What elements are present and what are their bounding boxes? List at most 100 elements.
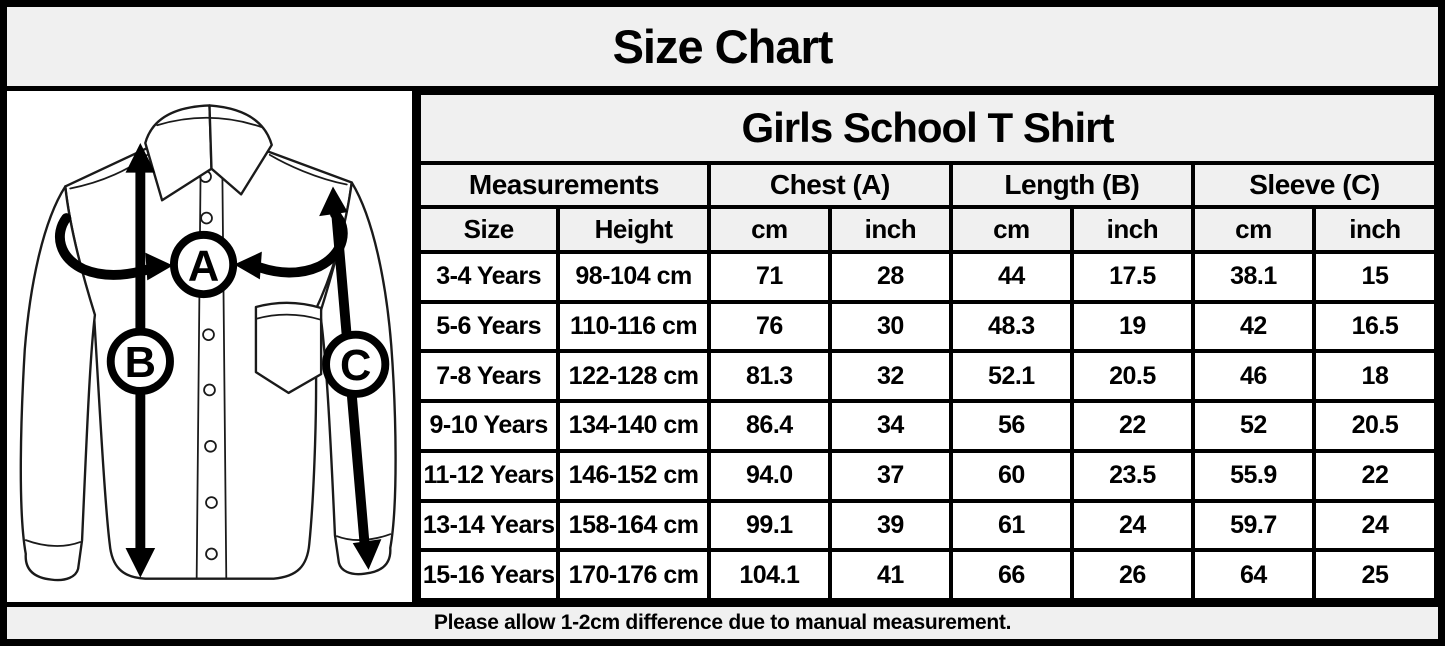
group-header-cell: Measurements: [417, 161, 711, 209]
table-cell: 15-16 Years: [416, 548, 561, 602]
sub-header-row: Size Height cm inch cm inch cm inch: [416, 205, 1439, 254]
page-title: Size Chart: [612, 20, 834, 73]
table-cell: 99.1: [706, 498, 832, 553]
sub-header-cell: inch: [1311, 205, 1439, 254]
footer-note: Please allow 1-2cm difference due to man…: [433, 611, 1012, 634]
table-cell: 41: [827, 548, 953, 602]
marker-letter-b: B: [125, 339, 156, 387]
table-cell: 59.7: [1190, 498, 1316, 553]
sub-header-cell: cm: [1190, 205, 1316, 254]
table-cell: 61: [948, 498, 1074, 553]
table-cell: 66: [948, 548, 1074, 602]
table-cell: 28: [827, 250, 953, 304]
table-cell: 9-10 Years: [416, 399, 561, 453]
table-row: 15-16 Years 170-176 cm 104.1 41 66 26 64 25: [416, 548, 1439, 602]
table-cell: 30: [827, 299, 953, 354]
collar-inner-line: [156, 116, 263, 129]
table-body: 3-4 Years 98-104 cm 71 28 44 17.5 38.1 15 5-6 Ye…: [416, 250, 1439, 602]
table-cell: 19: [1069, 299, 1195, 354]
marker-letter-c: C: [340, 342, 371, 390]
table-cell: 23.5: [1069, 448, 1195, 503]
left-cuff-seam: [24, 539, 81, 547]
table-cell: 24: [1069, 498, 1195, 553]
table-cell: 52: [1190, 399, 1316, 453]
table-cell: 56: [948, 399, 1074, 453]
chest-pocket-hem: [255, 313, 323, 321]
group-header-cell: Sleeve (C): [1190, 161, 1439, 209]
table-cell: 146-152 cm: [556, 448, 711, 503]
marker-badge-a: A: [169, 230, 238, 299]
table-row: 7-8 Years 122-128 cm 81.3 32 52.1 20.5 46 18: [416, 349, 1439, 404]
table-cell: 44: [948, 250, 1074, 304]
group-header-cell: Chest (A): [706, 161, 953, 209]
chest-pocket: [254, 301, 323, 395]
table-cell: 158-164 cm: [556, 498, 711, 553]
table-cell: 15: [1311, 250, 1439, 304]
table-title-row: Girls School T Shirt: [417, 91, 1438, 165]
table-cell: 52.1: [948, 349, 1074, 404]
sub-header-cell: cm: [706, 205, 832, 254]
table-cell: 24: [1311, 498, 1439, 553]
table-cell: 7-8 Years: [416, 349, 561, 404]
table-cell: 32: [827, 349, 953, 404]
table-cell: 17.5: [1069, 250, 1195, 304]
group-header-row: Measurements Chest (A) Length (B) Sleeve (C…: [417, 161, 1439, 209]
table-row: 3-4 Years 98-104 cm 71 28 44 17.5 38.1 15: [416, 250, 1439, 304]
table-cell: 16.5: [1311, 299, 1439, 354]
table-cell: 170-176 cm: [556, 548, 711, 602]
content-area: A B C: [7, 91, 1439, 602]
table-cell: 55.9: [1190, 448, 1316, 503]
table-cell: 11-12 Years: [416, 448, 561, 503]
table-cell: 64: [1190, 548, 1316, 602]
page-header: Size Chart: [7, 7, 1438, 91]
page-footer: Please allow 1-2cm difference due to man…: [7, 602, 1438, 639]
table-cell: 37: [827, 448, 953, 503]
group-header-cell: Length (B): [948, 161, 1195, 209]
sub-header-cell: cm: [948, 205, 1074, 254]
size-table-panel: Girls School T Shirt Measurements Chest (…: [416, 91, 1439, 602]
table-cell: 25: [1311, 548, 1439, 602]
sub-header-cell: inch: [1069, 205, 1195, 254]
table-cell: 86.4: [706, 399, 832, 453]
table-cell: 39: [827, 498, 953, 553]
table-cell: 104.1: [706, 548, 832, 602]
table-row: 5-6 Years 110-116 cm 76 30 48.3 19 42 16.5: [416, 299, 1439, 354]
marker-badge-b: B: [106, 327, 174, 395]
table-cell: 22: [1069, 399, 1195, 453]
table-row: 11-12 Years 146-152 cm 94.0 37 60 23.5 55.9 22: [416, 448, 1439, 503]
table-row: 9-10 Years 134-140 cm 86.4 34 56 22 52 20.5: [416, 399, 1439, 453]
sub-header-cell: Height: [556, 205, 711, 254]
table-cell: 48.3: [948, 299, 1074, 354]
table-cell: 20.5: [1311, 399, 1439, 453]
table-cell: 71: [706, 250, 832, 304]
shirt-left-sleeve: [19, 185, 97, 582]
table-cell: 98-104 cm: [556, 250, 711, 304]
right-shoulder-seam: [268, 153, 348, 186]
shirt-diagram-panel: A B C: [7, 91, 417, 602]
size-table: Girls School T Shirt Measurements Chest (…: [416, 91, 1439, 602]
table-cell: 60: [948, 448, 1074, 503]
table-cell: 18: [1311, 349, 1439, 404]
shirt-measurement-diagram: A B C: [19, 104, 397, 582]
table-cell: 81.3: [706, 349, 832, 404]
table-cell: 5-6 Years: [416, 299, 561, 354]
table-cell: 110-116 cm: [556, 299, 711, 354]
table-cell: 38.1: [1190, 250, 1316, 304]
table-cell: 13-14 Years: [416, 498, 561, 553]
table-cell: 46: [1190, 349, 1316, 404]
table-cell: 134-140 cm: [556, 399, 711, 453]
marker-badge-c: C: [322, 330, 390, 398]
collar-right-flap: [208, 104, 273, 196]
table-title: Girls School T Shirt: [417, 91, 1438, 165]
sub-header-cell: inch: [827, 205, 953, 254]
sub-header-cell: Size: [416, 205, 561, 254]
table-cell: 76: [706, 299, 832, 354]
table-cell: 26: [1069, 548, 1195, 602]
table-cell: 3-4 Years: [416, 250, 561, 304]
marker-letter-a: A: [188, 242, 219, 290]
table-cell: 42: [1190, 299, 1316, 354]
table-cell: 34: [827, 399, 953, 453]
table-cell: 20.5: [1069, 349, 1195, 404]
table-cell: 94.0: [706, 448, 832, 503]
